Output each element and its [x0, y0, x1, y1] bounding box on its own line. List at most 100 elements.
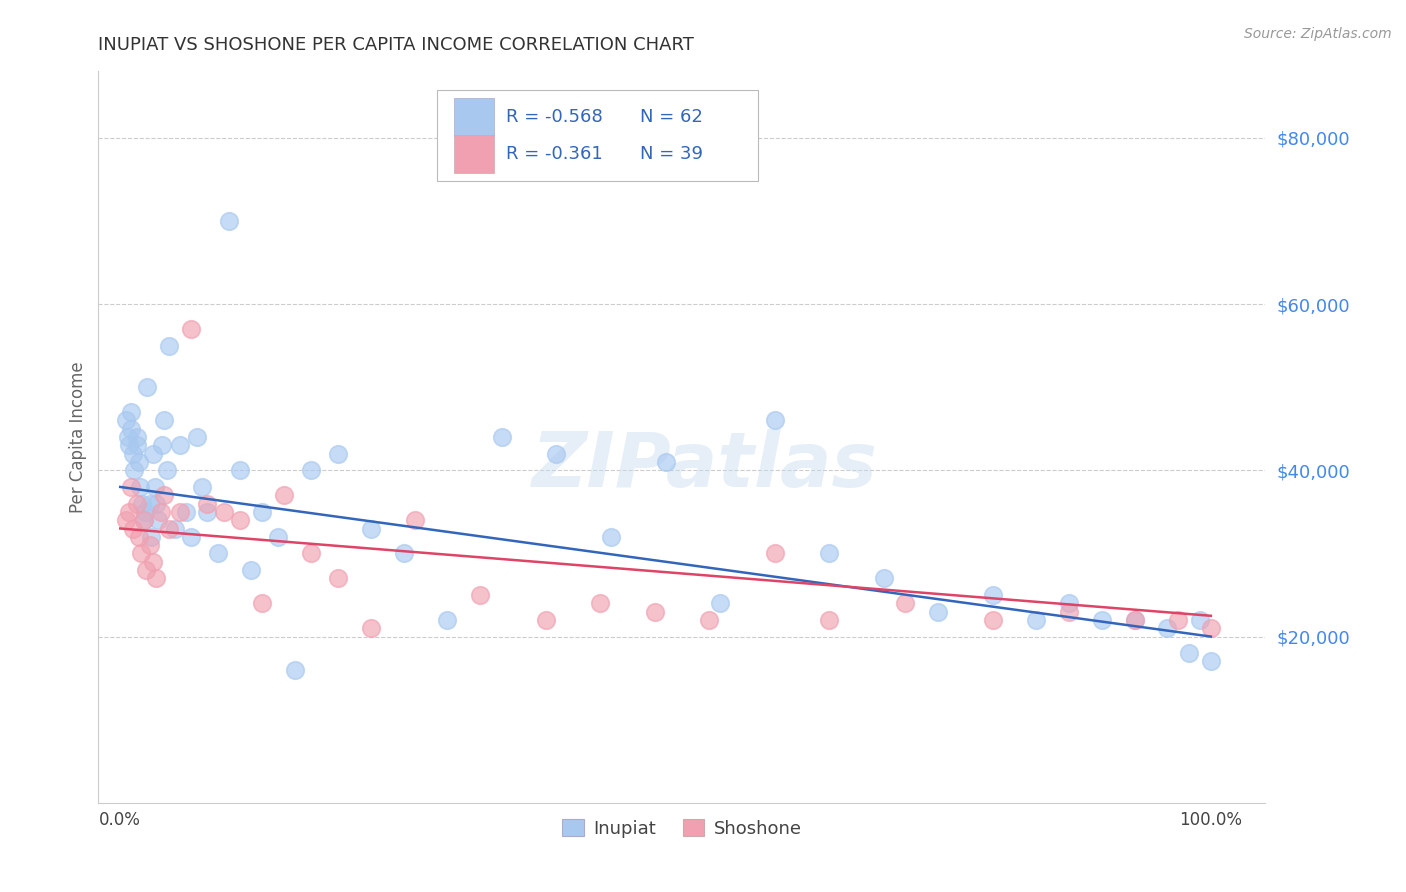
Point	[150, 438, 173, 452]
Text: N = 39: N = 39	[640, 145, 703, 163]
Point	[240, 563, 263, 577]
Point	[1199, 655, 1222, 669]
Point	[129, 546, 152, 560]
Point	[169, 505, 191, 519]
Point	[212, 505, 235, 519]
Point	[927, 605, 949, 619]
Point	[128, 530, 150, 544]
Point	[122, 447, 145, 461]
Point	[491, 430, 513, 444]
Point	[763, 546, 786, 560]
Point	[436, 613, 458, 627]
Point	[981, 588, 1004, 602]
Point	[153, 413, 176, 427]
Point	[1091, 613, 1114, 627]
Point	[709, 596, 731, 610]
Point	[1057, 605, 1080, 619]
Point	[136, 380, 159, 394]
Point	[392, 546, 415, 560]
Point	[153, 488, 176, 502]
Point	[131, 497, 153, 511]
Point	[134, 505, 156, 519]
Point	[128, 480, 150, 494]
Point	[143, 480, 166, 494]
Point	[120, 422, 142, 436]
Point	[125, 438, 148, 452]
Point	[114, 413, 136, 427]
Point	[180, 322, 202, 336]
Point	[328, 447, 350, 461]
Point	[360, 621, 382, 635]
Point	[128, 455, 150, 469]
Point	[1199, 621, 1222, 635]
Point	[873, 571, 896, 585]
Point	[697, 613, 720, 627]
Point	[818, 613, 841, 627]
Point	[174, 505, 197, 519]
Point	[142, 555, 165, 569]
Point	[250, 505, 273, 519]
Point	[1025, 613, 1047, 627]
Point	[404, 513, 426, 527]
Point	[118, 438, 141, 452]
Point	[134, 513, 156, 527]
Point	[120, 480, 142, 494]
Point	[299, 546, 322, 560]
Point	[1123, 613, 1146, 627]
Point	[1188, 613, 1211, 627]
Point	[207, 546, 229, 560]
FancyBboxPatch shape	[437, 90, 758, 181]
Point	[360, 521, 382, 535]
Point	[654, 455, 676, 469]
Point	[134, 513, 156, 527]
Text: ZIPatlas: ZIPatlas	[533, 429, 879, 503]
Point	[229, 463, 252, 477]
Point	[157, 338, 180, 352]
Point	[267, 530, 290, 544]
Point	[1167, 613, 1189, 627]
FancyBboxPatch shape	[454, 98, 494, 136]
Point	[149, 505, 172, 519]
Point	[546, 447, 568, 461]
Point	[468, 588, 491, 602]
Point	[118, 505, 141, 519]
Point	[197, 505, 219, 519]
Point	[1123, 613, 1146, 627]
Point	[138, 538, 160, 552]
Text: Source: ZipAtlas.com: Source: ZipAtlas.com	[1244, 27, 1392, 41]
Point	[589, 596, 612, 610]
Text: R = -0.361: R = -0.361	[506, 145, 602, 163]
Text: N = 62: N = 62	[640, 108, 703, 126]
Point	[169, 438, 191, 452]
Point	[1178, 646, 1201, 660]
Point	[138, 497, 160, 511]
Point	[125, 430, 148, 444]
Point	[197, 497, 219, 511]
Point	[125, 497, 148, 511]
Point	[644, 605, 666, 619]
Point	[180, 530, 202, 544]
Point	[229, 513, 252, 527]
Point	[120, 405, 142, 419]
Point	[156, 463, 179, 477]
Point	[163, 521, 186, 535]
Point	[818, 546, 841, 560]
Point	[273, 488, 295, 502]
Point	[145, 497, 167, 511]
Point	[191, 480, 214, 494]
Y-axis label: Per Capita Income: Per Capita Income	[69, 361, 87, 513]
Point	[142, 447, 165, 461]
Point	[284, 663, 307, 677]
Point	[981, 613, 1004, 627]
Point	[135, 563, 157, 577]
Point	[124, 463, 146, 477]
Text: INUPIAT VS SHOSHONE PER CAPITA INCOME CORRELATION CHART: INUPIAT VS SHOSHONE PER CAPITA INCOME CO…	[98, 36, 695, 54]
Point	[1057, 596, 1080, 610]
Point	[114, 513, 136, 527]
Point	[894, 596, 917, 610]
Point	[250, 596, 273, 610]
Legend: Inupiat, Shoshone: Inupiat, Shoshone	[555, 813, 808, 845]
Point	[139, 530, 162, 544]
Point	[1156, 621, 1178, 635]
Point	[763, 413, 786, 427]
